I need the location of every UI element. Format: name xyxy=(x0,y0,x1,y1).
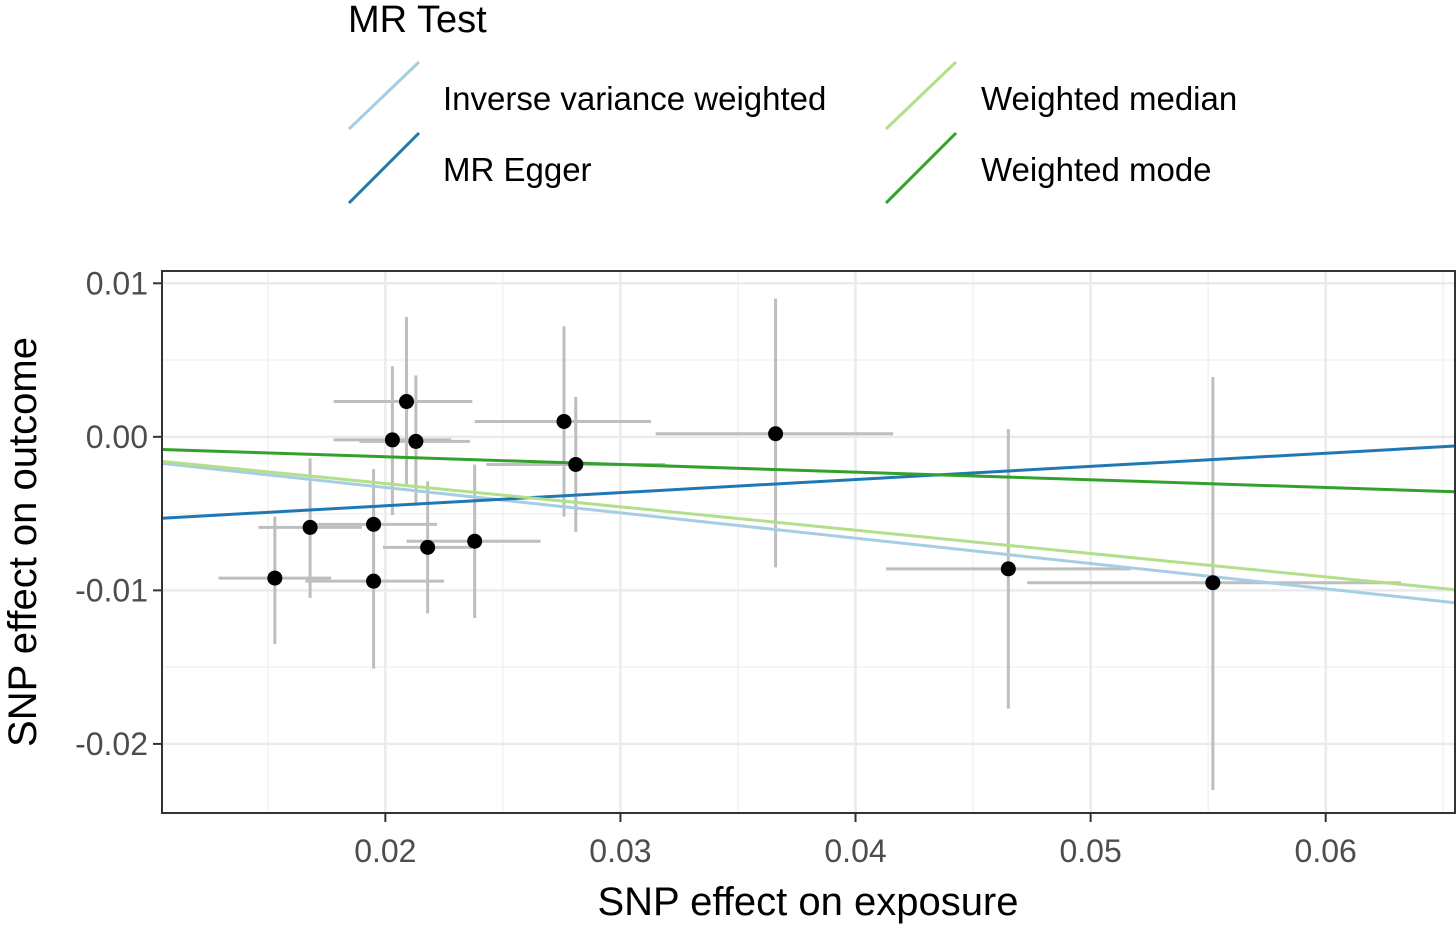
data-point xyxy=(408,433,424,449)
panel-background xyxy=(162,271,1455,813)
fit-line-weighted-mode xyxy=(161,447,1456,494)
data-point xyxy=(467,533,483,549)
legend: MR Test Inverse variance weighted MR Egg… xyxy=(347,0,1237,205)
panel-border xyxy=(161,270,1456,814)
y-axis-ticks: 0.01 0.00 -0.01 -0.02 xyxy=(75,265,162,762)
data-points xyxy=(267,394,1221,591)
fit-line-ivw xyxy=(161,461,1456,605)
y-tick-label: -0.02 xyxy=(75,726,148,762)
legend-key-ivw xyxy=(347,60,421,131)
legend-entry-weighted-mode: Weighted mode xyxy=(884,131,1212,205)
data-point xyxy=(267,570,283,586)
legend-key-weighted-median xyxy=(884,60,958,131)
major-gridlines xyxy=(162,271,1455,813)
x-axis-title: SNP effect on exposure xyxy=(597,880,1018,924)
data-point xyxy=(1000,561,1016,577)
legend-label-mr-egger: MR Egger xyxy=(443,151,592,188)
fit-line-mr-egger xyxy=(161,444,1456,520)
x-tick-label: 0.06 xyxy=(1295,833,1357,869)
y-tick-label: 0.00 xyxy=(86,419,148,455)
data-point xyxy=(398,394,414,410)
x-tick-label: 0.02 xyxy=(354,833,416,869)
y-axis-title: SNP effect on outcome xyxy=(1,337,45,747)
x-tick-label: 0.04 xyxy=(824,833,886,869)
legend-title: MR Test xyxy=(348,0,487,41)
data-point xyxy=(420,539,436,555)
regression-lines xyxy=(161,444,1456,605)
x-tick-label: 0.03 xyxy=(589,833,651,869)
legend-label-ivw: Inverse variance weighted xyxy=(443,80,826,117)
legend-key-weighted-mode xyxy=(884,131,958,205)
minor-gridlines xyxy=(162,271,1455,813)
legend-entry-weighted-median: Weighted median xyxy=(884,60,1237,131)
y-tick-label: -0.01 xyxy=(75,572,148,608)
y-tick-label: 0.01 xyxy=(86,265,148,301)
legend-entry-mr-egger: MR Egger xyxy=(347,131,592,205)
x-axis-ticks: 0.02 0.03 0.04 0.05 0.06 xyxy=(354,813,1357,869)
fit-line-weighted-median xyxy=(161,459,1456,592)
data-point xyxy=(768,426,784,442)
x-tick-label: 0.05 xyxy=(1059,833,1121,869)
data-point xyxy=(384,432,400,448)
data-point xyxy=(556,413,572,429)
legend-key-mr-egger xyxy=(347,131,421,205)
legend-label-weighted-mode: Weighted mode xyxy=(981,151,1212,188)
legend-label-weighted-median: Weighted median xyxy=(981,80,1237,117)
data-point xyxy=(366,516,382,532)
legend-entry-ivw: Inverse variance weighted xyxy=(347,60,826,131)
data-point xyxy=(302,519,318,535)
data-point xyxy=(568,456,584,472)
data-point xyxy=(366,573,382,589)
plot-panel xyxy=(161,270,1456,814)
data-point xyxy=(1205,575,1221,591)
